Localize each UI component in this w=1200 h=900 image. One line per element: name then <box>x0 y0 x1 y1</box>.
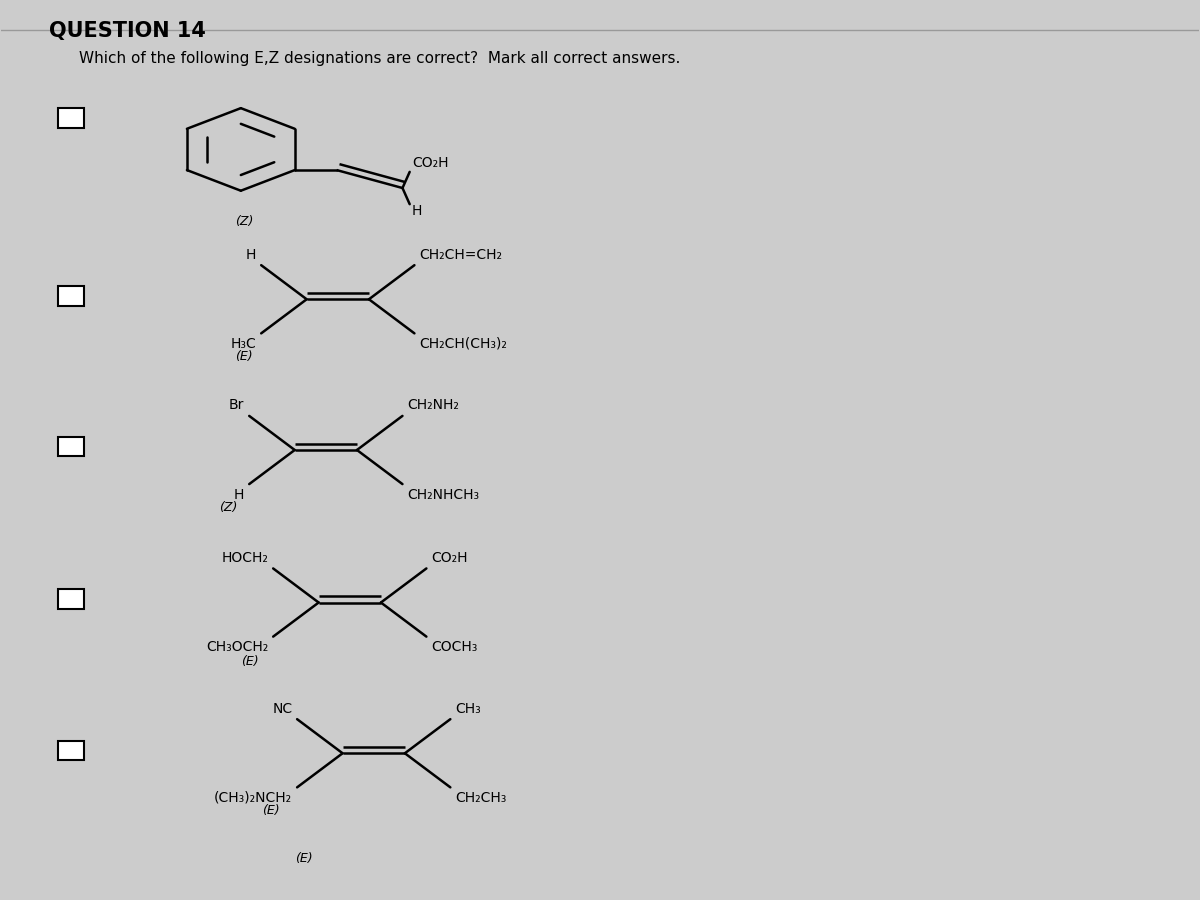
Text: Which of the following E,Z designations are correct?  Mark all correct answers.: Which of the following E,Z designations … <box>79 50 680 66</box>
Text: H: H <box>234 488 245 501</box>
Text: QUESTION 14: QUESTION 14 <box>49 21 206 41</box>
Text: CH₃OCH₂: CH₃OCH₂ <box>206 640 269 654</box>
Text: CH₂CH₃: CH₂CH₃ <box>455 791 506 805</box>
Text: (E): (E) <box>235 349 252 363</box>
Text: (E): (E) <box>263 804 280 816</box>
Text: H: H <box>412 204 422 218</box>
Text: CH₂NH₂: CH₂NH₂ <box>407 399 460 412</box>
Text: HOCH₂: HOCH₂ <box>222 551 269 565</box>
Text: (Z): (Z) <box>220 501 238 514</box>
Text: CH₂CH(CH₃)₂: CH₂CH(CH₃)₂ <box>419 337 508 351</box>
Text: H: H <box>246 248 257 262</box>
Text: CO₂H: CO₂H <box>431 551 468 565</box>
Text: CH₂CH=CH₂: CH₂CH=CH₂ <box>419 248 503 262</box>
Text: CO₂H: CO₂H <box>412 156 449 170</box>
Text: (Z): (Z) <box>235 215 253 228</box>
Text: (E): (E) <box>241 654 258 668</box>
Text: (CH₃)₂NCH₂: (CH₃)₂NCH₂ <box>214 791 293 805</box>
Text: (E): (E) <box>295 852 312 865</box>
Bar <box>58 590 84 608</box>
Text: Br: Br <box>229 399 245 412</box>
Text: CH₂NHCH₃: CH₂NHCH₃ <box>407 488 479 501</box>
Bar <box>58 286 84 305</box>
Text: H₃C: H₃C <box>230 337 257 351</box>
Text: COCH₃: COCH₃ <box>431 640 478 654</box>
Bar <box>58 108 84 128</box>
Text: NC: NC <box>272 702 293 716</box>
Text: CH₃: CH₃ <box>455 702 481 716</box>
Bar <box>58 436 84 456</box>
Bar <box>58 741 84 760</box>
